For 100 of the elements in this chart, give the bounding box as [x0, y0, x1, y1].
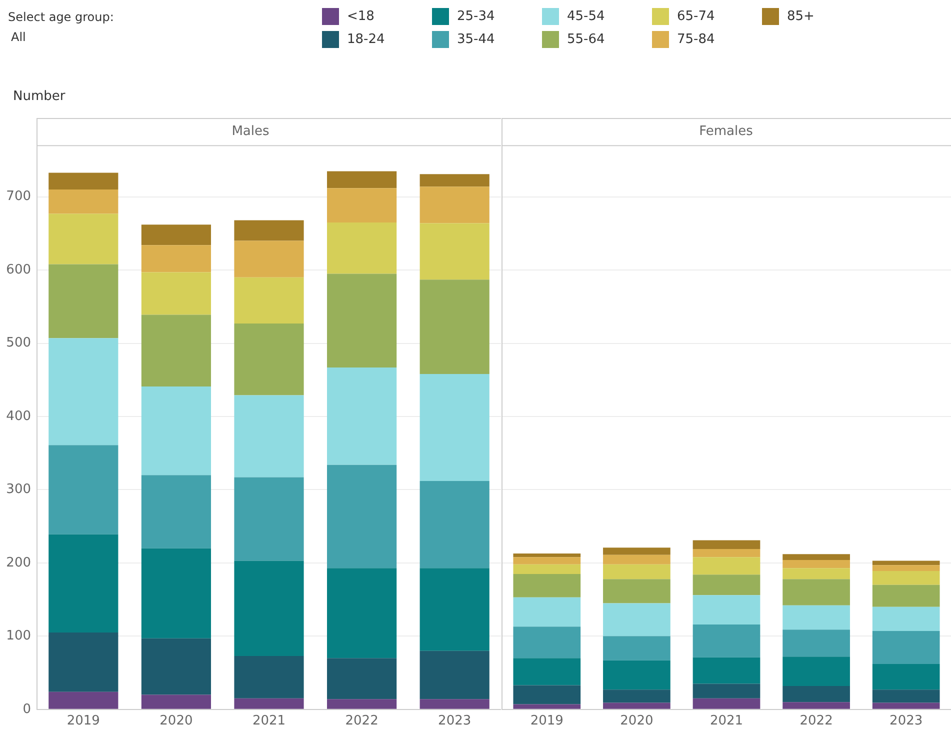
bar — [48, 338, 118, 446]
legend-label: 55-64 — [567, 32, 605, 47]
bar — [872, 565, 940, 572]
bar — [782, 605, 850, 630]
bar — [872, 631, 940, 664]
bar — [327, 274, 397, 368]
bar — [782, 554, 850, 560]
bar — [420, 223, 490, 280]
x-tick-label: 2023 — [438, 714, 472, 729]
y-tick-label: 0 — [22, 702, 31, 717]
bar — [603, 554, 670, 564]
bar — [48, 172, 118, 190]
y-tick-label: 400 — [6, 408, 31, 424]
bar — [603, 548, 670, 555]
bar — [872, 584, 940, 607]
x-tick-label: 2022 — [800, 714, 833, 729]
bar — [420, 650, 490, 700]
y-tick-label: 200 — [6, 555, 31, 570]
bar — [513, 658, 581, 686]
x-tick-label: 2020 — [160, 714, 193, 729]
x-tick-label: 2020 — [620, 714, 654, 729]
bar — [513, 557, 581, 564]
bar — [513, 597, 581, 627]
text: Select age group: — [8, 10, 114, 24]
bar — [603, 660, 670, 690]
bar — [141, 694, 211, 709]
bar — [872, 690, 940, 703]
bar — [692, 549, 760, 558]
bar — [603, 603, 670, 636]
bar — [141, 548, 211, 638]
bar — [872, 702, 940, 709]
bar — [692, 540, 760, 550]
y-tick-label: 700 — [6, 189, 31, 204]
bar — [782, 630, 850, 657]
bar — [692, 624, 760, 658]
bar — [420, 374, 490, 481]
bar — [327, 464, 397, 568]
bar — [48, 534, 118, 633]
y-axis-title: Number — [13, 89, 66, 104]
bar — [872, 560, 940, 566]
bar — [513, 564, 581, 574]
bar — [141, 245, 211, 272]
bar — [692, 574, 760, 596]
bar — [420, 186, 490, 224]
bar — [782, 579, 850, 606]
bar — [420, 480, 490, 568]
bar — [234, 324, 304, 396]
y-tick-label: 600 — [6, 262, 31, 278]
bar — [327, 568, 397, 658]
legend-label: <18 — [347, 9, 374, 24]
bar — [420, 174, 490, 187]
legend-label: 25-34 — [457, 9, 495, 24]
legend-label: 75-84 — [677, 32, 715, 47]
bar — [327, 188, 397, 222]
bar — [420, 280, 490, 374]
legend-label: 65-74 — [677, 9, 715, 24]
bar — [327, 658, 397, 700]
bar — [872, 571, 940, 585]
bar — [603, 564, 670, 580]
bar — [872, 606, 940, 632]
bar — [234, 656, 304, 698]
bar — [327, 367, 397, 465]
bar — [603, 702, 670, 709]
bar — [234, 220, 304, 241]
legend-label: 18-24 — [347, 32, 385, 47]
bar — [327, 222, 397, 274]
x-tick-label: 2019 — [66, 714, 100, 729]
x-tick-label: 2021 — [710, 714, 744, 729]
y-tick-label: 300 — [6, 482, 31, 498]
bar — [141, 386, 211, 476]
bar — [420, 699, 490, 709]
bar — [48, 692, 118, 709]
bar — [513, 574, 581, 598]
bar — [234, 277, 304, 324]
bar — [692, 657, 760, 684]
bar — [692, 698, 760, 709]
bar — [782, 686, 850, 702]
bar — [513, 704, 581, 709]
legend-label: 85+ — [787, 9, 814, 24]
bar — [48, 190, 118, 214]
bar — [872, 664, 940, 690]
bar — [48, 632, 118, 692]
chart-title: Males — [232, 124, 270, 140]
bar — [782, 568, 850, 580]
bar — [782, 702, 850, 709]
bar — [48, 264, 118, 338]
bar — [141, 272, 211, 315]
bar — [234, 560, 304, 656]
bar — [513, 553, 581, 558]
bar — [603, 690, 670, 703]
bar — [234, 395, 304, 478]
bar — [603, 636, 670, 660]
x-tick-label: 2023 — [890, 714, 923, 729]
bar — [420, 568, 490, 651]
bar — [234, 240, 304, 278]
bar — [513, 626, 581, 658]
x-tick-label: 2021 — [252, 714, 286, 729]
bar — [692, 557, 760, 575]
text: All — [11, 30, 26, 44]
bar — [692, 595, 760, 624]
